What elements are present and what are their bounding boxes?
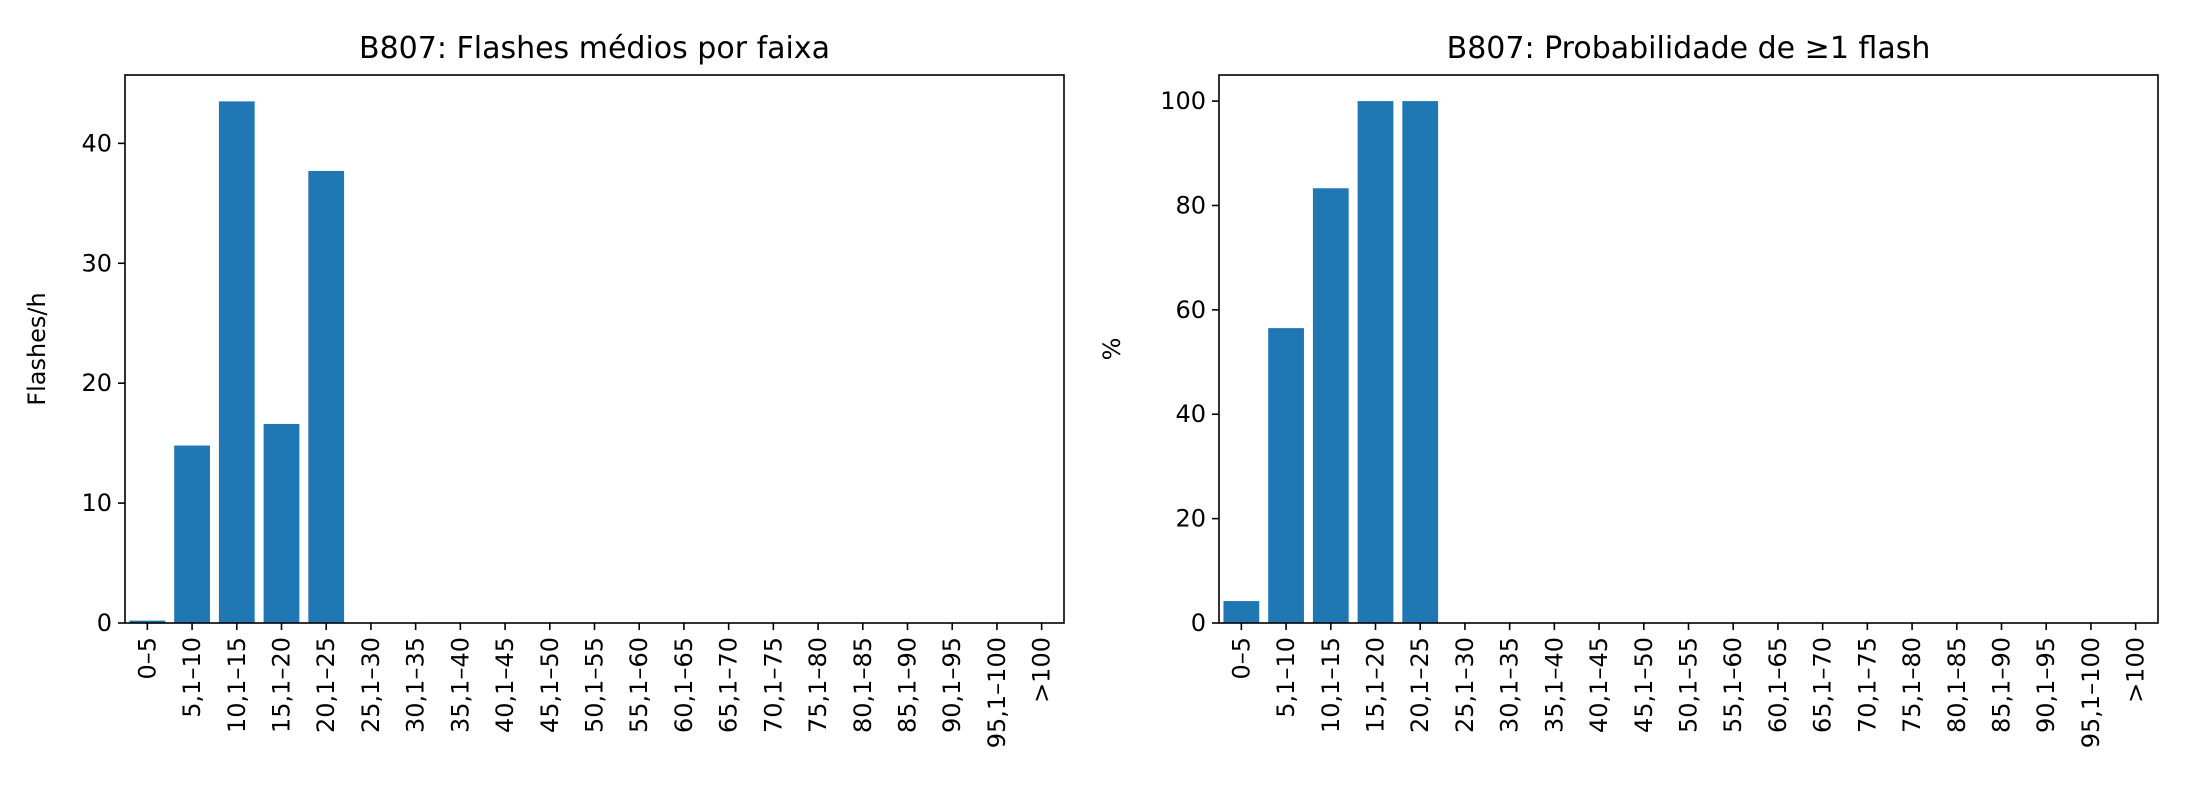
bar-0 <box>129 620 166 623</box>
x-tick-label: 75,1–80 <box>804 637 832 733</box>
bar-2 <box>1312 188 1349 623</box>
x-tick-label: 80,1–85 <box>849 637 877 733</box>
x-tick-label: 45,1–50 <box>536 637 564 733</box>
x-tick-label: 35,1–40 <box>1540 637 1568 733</box>
x-tick-label: 10,1–15 <box>223 637 251 733</box>
x-tick-label: 15,1–20 <box>268 637 296 733</box>
y-tick-label: 40 <box>81 129 112 157</box>
x-tick-label: 5,1–10 <box>1272 637 1300 718</box>
x-tick-label: 60,1–65 <box>1764 637 1792 733</box>
y-tick-label: 60 <box>1175 296 1206 324</box>
x-tick-label: 60,1–65 <box>670 637 698 733</box>
x-tick-label: 50,1–55 <box>581 637 609 733</box>
bar-2 <box>218 101 255 623</box>
y-tick-label: 0 <box>97 609 112 637</box>
x-tick-label: 40,1–45 <box>491 637 519 733</box>
x-tick-label: 25,1–30 <box>357 637 385 733</box>
chart-title: B807: Flashes médios por faixa <box>359 31 830 66</box>
x-tick-label: 10,1–15 <box>1317 637 1345 733</box>
x-tick-label: 95,1–100 <box>2077 637 2105 748</box>
x-tick-label: 65,1–70 <box>1809 637 1837 733</box>
x-tick-label: 45,1–50 <box>1630 637 1658 733</box>
x-tick-label: 50,1–55 <box>1675 637 1703 733</box>
y-tick-label: 20 <box>1175 505 1206 533</box>
x-tick-label: 0–5 <box>133 637 161 680</box>
bar-1 <box>1268 328 1304 623</box>
x-tick-label: 5,1–10 <box>178 637 206 718</box>
x-tick-label: 25,1–30 <box>1451 637 1479 733</box>
y-tick-label: 20 <box>81 369 112 397</box>
bar-3 <box>263 423 300 623</box>
bar-4 <box>1402 101 1439 624</box>
x-tick-label: 55,1–60 <box>625 637 653 733</box>
x-tick-label: 15,1–20 <box>1362 637 1390 733</box>
x-tick-label: 40,1–45 <box>1585 637 1613 733</box>
x-tick-label: 90,1–95 <box>2032 637 2060 733</box>
x-tick-label: 30,1–35 <box>1496 637 1524 733</box>
x-tick-label: 0–5 <box>1227 637 1255 680</box>
x-tick-label: 30,1–35 <box>402 637 430 733</box>
y-axis-label: % <box>1098 338 1126 361</box>
bar-3 <box>1357 101 1394 624</box>
y-tick-label: 40 <box>1175 400 1206 428</box>
bar-0 <box>1223 601 1260 623</box>
x-tick-label: 70,1–75 <box>1853 637 1881 733</box>
y-tick-label: 80 <box>1175 191 1206 219</box>
x-tick-label: 90,1–95 <box>938 637 966 733</box>
chart-panel-probabilidade: B807: Probabilidade de ≥1 flash 0 20 40 60 80… <box>1098 31 2159 748</box>
x-tick-label: >100 <box>1028 637 1056 703</box>
y-tick-label: 100 <box>1160 87 1206 115</box>
bar-4 <box>308 170 345 623</box>
x-tick-label: 75,1–80 <box>1898 637 1926 733</box>
x-tick-label: 85,1–90 <box>894 637 922 733</box>
y-tick-label: 30 <box>81 249 112 277</box>
x-tick-label: 80,1–85 <box>1943 637 1971 733</box>
y-axis-label: Flashes/h <box>23 292 51 405</box>
chart-panel-flashes-medios: B807: Flashes médios por faixa 0 10 20 30 40 0… <box>23 31 1065 748</box>
x-tick-label: 65,1–70 <box>715 637 743 733</box>
x-tick-label: 35,1–40 <box>446 637 474 733</box>
x-tick-label: 20,1–25 <box>312 637 340 733</box>
x-tick-label: 85,1–90 <box>1988 637 2016 733</box>
x-tick-label: 20,1–25 <box>1406 637 1434 733</box>
x-tick-label: 95,1–100 <box>983 637 1011 748</box>
x-tick-label: >100 <box>2122 637 2150 703</box>
x-tick-label: 55,1–60 <box>1719 637 1747 733</box>
y-tick-label: 10 <box>81 489 112 517</box>
chart-title: B807: Probabilidade de ≥1 flash <box>1447 31 1931 66</box>
bar-1 <box>174 445 210 623</box>
x-tick-label: 70,1–75 <box>759 637 787 733</box>
y-tick-label: 0 <box>1191 609 1206 637</box>
